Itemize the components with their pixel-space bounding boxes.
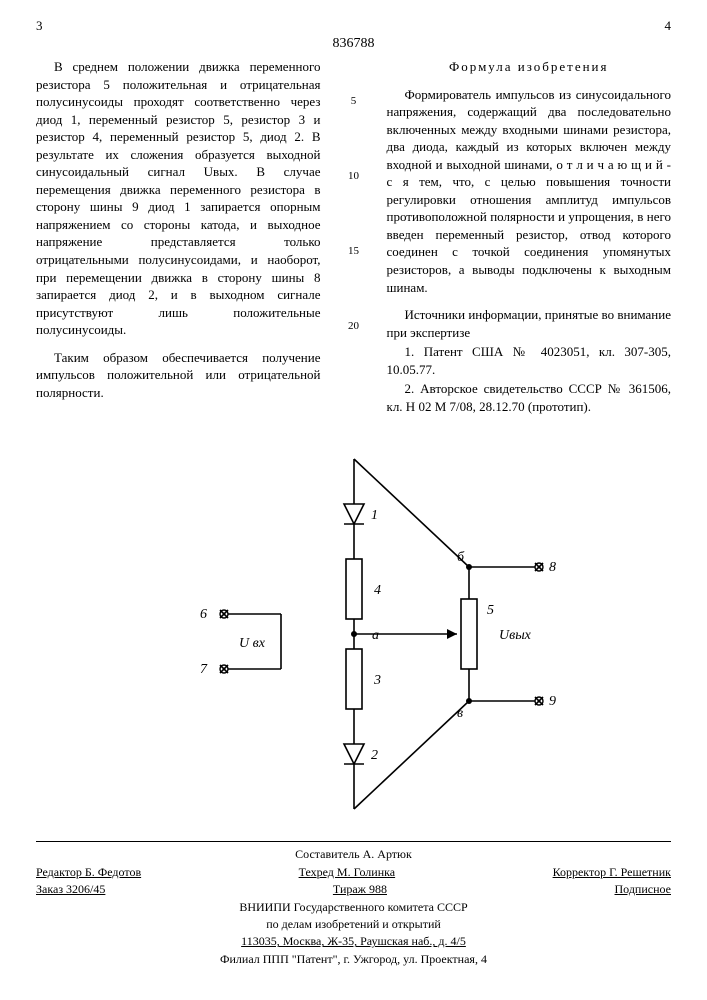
svg-text:3: 3 <box>373 673 381 688</box>
svg-text:a: a <box>372 628 379 643</box>
source-2: 2. Авторское свидетельство СССР № 361506… <box>387 380 672 415</box>
footer-compiler: Составитель А. Артюк <box>36 846 671 863</box>
footer-tirazh: Тираж 988 <box>333 881 387 898</box>
footer-subscr: Подписное <box>615 881 672 898</box>
left-column: В среднем положении движка переменного р… <box>36 58 321 425</box>
line-number-gutter: 5 10 15 20 <box>347 58 361 425</box>
footer-branch: Филиал ППП "Патент", г. Ужгород, ул. Про… <box>36 951 671 968</box>
footer-editor: Редактор Б. Федотов <box>36 864 141 881</box>
svg-text:б: б <box>457 550 465 565</box>
footer-corrector: Корректор Г. Решетник <box>553 864 671 881</box>
doc-number: 836788 <box>36 36 671 52</box>
claim-title: Формула изобретения <box>387 58 672 76</box>
footer-org2: по делам изобретений и открытий <box>36 916 671 933</box>
sources-heading: Источники информации, принятые во вниман… <box>387 306 672 341</box>
svg-text:4: 4 <box>374 583 381 598</box>
svg-text:Uвых: Uвых <box>499 628 532 643</box>
svg-text:7: 7 <box>200 662 208 677</box>
page-num-left: 3 <box>36 18 43 34</box>
svg-text:6: 6 <box>200 607 207 622</box>
svg-text:5: 5 <box>487 603 494 618</box>
svg-text:2: 2 <box>371 748 378 763</box>
claim-body: Формирователь импульсов из синусоидально… <box>387 86 672 297</box>
footer-addr: 113035, Москва, Ж-35, Раушская наб., д. … <box>36 933 671 950</box>
svg-text:U вх: U вх <box>239 636 266 651</box>
colophon-footer: Составитель А. Артюк Редактор Б. Федотов… <box>36 841 671 968</box>
svg-text:8: 8 <box>549 560 556 575</box>
page-header: 3 4 <box>36 18 671 34</box>
footer-order: Заказ 3206/45 <box>36 881 105 898</box>
page-num-right: 4 <box>665 18 672 34</box>
right-column: Формула изобретения Формирователь импуль… <box>387 58 672 425</box>
footer-org: ВНИИПИ Государственного комитета СССР <box>36 899 671 916</box>
left-para-2: Таким образом обеспечивается получение и… <box>36 349 321 402</box>
svg-text:в: в <box>457 706 463 721</box>
svg-text:1: 1 <box>371 508 378 523</box>
left-para-1: В среднем положении движка переменного р… <box>36 58 321 339</box>
footer-techred: Техред М. Голинка <box>299 864 396 881</box>
source-1: 1. Патент США № 4023051, кл. 307-305, 10… <box>387 343 672 378</box>
two-column-body: В среднем положении движка переменного р… <box>36 58 671 425</box>
svg-text:9: 9 <box>549 694 556 709</box>
circuit-diagram: 1 4 3 2 a 5 б в 8 9 Uвых 6 7 U вх <box>36 439 671 823</box>
